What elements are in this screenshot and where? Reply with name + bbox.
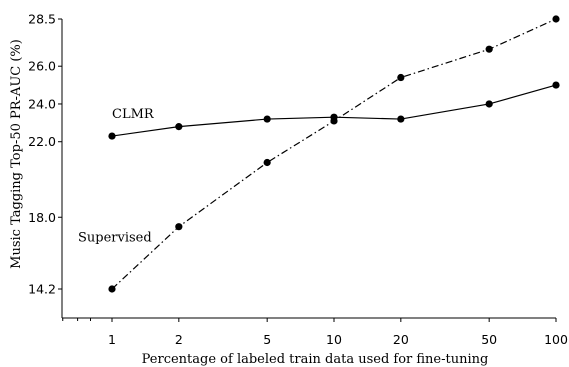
series-label-supervised: Supervised [78, 231, 152, 246]
x-tick-label: 2 [175, 332, 183, 347]
data-point-supervised [485, 45, 493, 53]
data-point-clmr [263, 115, 271, 123]
x-tick-label: 10 [326, 332, 342, 347]
y-tick-label: 28.5 [28, 12, 56, 27]
x-tick-label: 1 [108, 332, 116, 347]
data-point-supervised [175, 223, 183, 231]
data-point-supervised [552, 15, 560, 23]
data-point-clmr [552, 81, 560, 89]
y-tick-label: 14.2 [28, 282, 56, 297]
x-tick-label: 20 [393, 332, 409, 347]
y-axis-title: Music Tagging Top-50 PR-AUC (%) [9, 39, 24, 269]
y-tick-label: 24.0 [28, 96, 56, 111]
data-point-supervised [263, 158, 271, 167]
series-label-clmr: CLMR [112, 107, 155, 122]
series-supervised [108, 15, 560, 293]
series-line-supervised [111, 18, 557, 290]
data-point-supervised [397, 73, 405, 82]
series-clmr [108, 81, 560, 140]
data-point-clmr [397, 115, 405, 123]
data-point-supervised [108, 285, 116, 293]
x-axis: 1 2 5 10 20 50 100 [62, 317, 568, 347]
y-tick-label: 26.0 [28, 59, 56, 74]
x-tick-label: 100 [544, 332, 568, 347]
data-point-clmr [108, 132, 116, 140]
series-layer: CLMR Supervised [78, 15, 560, 293]
data-point-clmr [175, 123, 183, 131]
x-axis-title: Percentage of labeled train data used fo… [142, 352, 489, 367]
y-tick-label: 22.0 [28, 134, 56, 149]
data-point-supervised [330, 117, 338, 125]
x-tick-label: 50 [481, 332, 497, 347]
data-point-clmr [485, 100, 493, 108]
y-axis: 14.2 18.0 22.0 24.0 26.0 28.5 [28, 12, 63, 318]
y-tick-label: 18.0 [28, 210, 56, 225]
x-tick-label: 5 [263, 332, 271, 347]
